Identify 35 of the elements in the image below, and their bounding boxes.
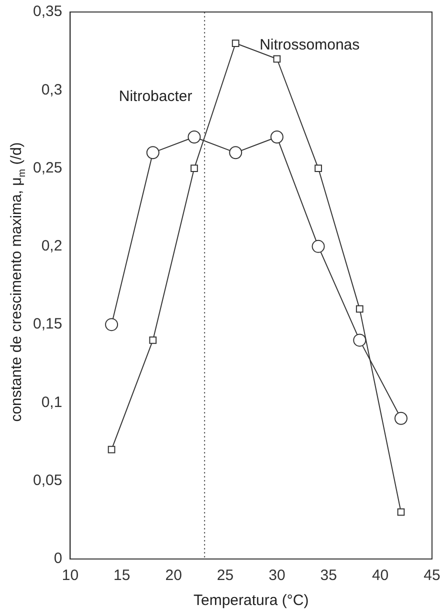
x-tick-label: 10 xyxy=(62,567,79,584)
point xyxy=(108,446,116,454)
point xyxy=(146,146,160,160)
y-tick-label: 0,2 xyxy=(41,238,62,255)
x-tick-label: 30 xyxy=(268,567,286,584)
point xyxy=(314,164,322,172)
y-tick-label: 0,25 xyxy=(32,159,62,176)
x-axis-title: Temperatura (°C) xyxy=(193,592,309,610)
point xyxy=(270,130,284,144)
y-tick-label: 0,1 xyxy=(41,394,62,411)
y-tick-label: 0 xyxy=(54,550,62,568)
y-tick-label: 0,35 xyxy=(32,3,62,20)
point xyxy=(190,164,198,172)
point xyxy=(356,305,364,313)
point xyxy=(149,336,157,344)
point xyxy=(188,130,201,144)
point xyxy=(232,40,240,47)
point xyxy=(105,318,118,332)
y-tick-label: 0,15 xyxy=(32,316,62,333)
series-label: Nitrobacter xyxy=(118,88,192,106)
point xyxy=(394,412,408,425)
point xyxy=(312,240,325,253)
point xyxy=(397,508,405,516)
y-tick-label: 0,3 xyxy=(41,81,62,98)
point xyxy=(353,334,366,347)
x-tick-label: 25 xyxy=(216,567,234,584)
point xyxy=(273,55,281,63)
x-tick-label: 35 xyxy=(320,567,337,584)
x-tick-label: 45 xyxy=(424,567,440,584)
series-label: Nitrossomonas xyxy=(260,36,360,54)
x-tick-label: 20 xyxy=(165,567,182,584)
y-tick-label: 0,05 xyxy=(32,472,62,489)
x-tick-label: 15 xyxy=(114,567,130,584)
point xyxy=(229,146,242,160)
x-tick-label: 40 xyxy=(372,567,389,584)
